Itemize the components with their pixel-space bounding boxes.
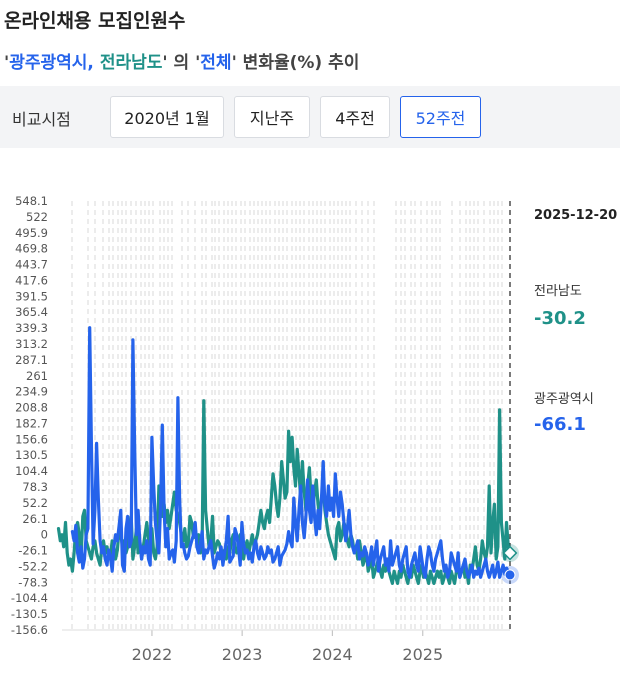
y-tick-label: 339.3 bbox=[15, 321, 48, 335]
y-tick-label: 130.5 bbox=[15, 448, 48, 462]
y-tick-label: 469.8 bbox=[15, 242, 48, 256]
y-tick-label: -26.1 bbox=[18, 544, 48, 558]
subtitle-region-gwangju: 광주광역시, bbox=[9, 53, 94, 73]
x-tick-label: 2024 bbox=[312, 645, 353, 664]
series-end-marker-0 bbox=[504, 569, 516, 581]
series-line-1 bbox=[56, 399, 512, 585]
compare-option-2020-jan[interactable]: 2020년 1월 bbox=[110, 96, 224, 138]
subtitle-tail: ' 변화율(%) 추이 bbox=[231, 53, 360, 73]
y-tick-label: 522 bbox=[26, 210, 48, 224]
y-tick-label: 182.7 bbox=[15, 416, 48, 430]
y-tick-label: -52.2 bbox=[18, 559, 48, 573]
compare-option-52-weeks[interactable]: 52주전 bbox=[400, 96, 481, 138]
readout-value-jeonnam: -30.2 bbox=[534, 308, 586, 329]
compare-bar: 비교시점 2020년 1월 지난주 4주전 52주전 bbox=[0, 86, 620, 148]
y-tick-label: 156.6 bbox=[15, 432, 48, 446]
chart-subtitle: '광주광역시, 전라남도' 의 '전체' 변화율(%) 추이 bbox=[4, 48, 359, 73]
y-tick-label: 391.5 bbox=[15, 289, 48, 303]
readout-date: 2025-12-20 bbox=[534, 208, 618, 223]
y-tick-label: 287.1 bbox=[15, 353, 48, 367]
readout-value-gwangju: -66.1 bbox=[534, 414, 586, 435]
readout-name-jeonnam: 전라남도 bbox=[534, 284, 582, 299]
y-tick-label: -78.3 bbox=[18, 575, 48, 589]
series-line-0 bbox=[70, 326, 512, 579]
subtitle-scope: 전체 bbox=[200, 53, 232, 73]
subtitle-quote-close: ' bbox=[162, 53, 168, 73]
x-axis-ticks: 2022 2023 2024 2025 bbox=[62, 629, 510, 664]
compare-option-4-weeks[interactable]: 4주전 bbox=[320, 96, 390, 138]
y-tick-label: 443.7 bbox=[15, 258, 48, 272]
y-tick-label: 313.2 bbox=[15, 337, 48, 351]
y-tick-label: 78.3 bbox=[22, 480, 48, 494]
y-tick-label: -130.5 bbox=[11, 607, 48, 621]
readout-name-gwangju: 광주광역시 bbox=[534, 392, 594, 407]
y-tick-label: 548.1 bbox=[15, 194, 48, 208]
compare-option-last-week[interactable]: 지난주 bbox=[234, 96, 310, 138]
x-tick-label: 2022 bbox=[132, 645, 173, 664]
y-tick-label: 52.2 bbox=[22, 496, 48, 510]
y-tick-label: -156.6 bbox=[11, 623, 48, 637]
y-tick-label: 417.6 bbox=[15, 273, 48, 287]
compare-label: 비교시점 bbox=[12, 110, 71, 129]
subtitle-region-jeonnam: 전라남도 bbox=[99, 53, 163, 73]
x-tick-label: 2023 bbox=[222, 645, 263, 664]
subtitle-mid: 의 ' bbox=[167, 53, 201, 73]
x-tick-label: 2025 bbox=[402, 645, 443, 664]
y-tick-label: 495.9 bbox=[15, 226, 48, 240]
y-tick-label: 261 bbox=[26, 369, 48, 383]
y-tick-label: 208.8 bbox=[15, 401, 48, 415]
chart-series bbox=[56, 326, 519, 585]
page-title: 온라인채용 모집인원수 bbox=[4, 10, 186, 32]
y-tick-label: 365.4 bbox=[15, 305, 48, 319]
y-tick-label: 104.4 bbox=[15, 464, 48, 478]
y-tick-label: 26.1 bbox=[22, 512, 48, 526]
y-tick-label: -104.4 bbox=[11, 591, 48, 605]
y-tick-label: 0 bbox=[41, 528, 48, 542]
series-end-marker-1 bbox=[502, 545, 518, 561]
y-tick-label: 234.9 bbox=[15, 385, 48, 399]
subtitle-quote-open: ' bbox=[4, 53, 10, 73]
